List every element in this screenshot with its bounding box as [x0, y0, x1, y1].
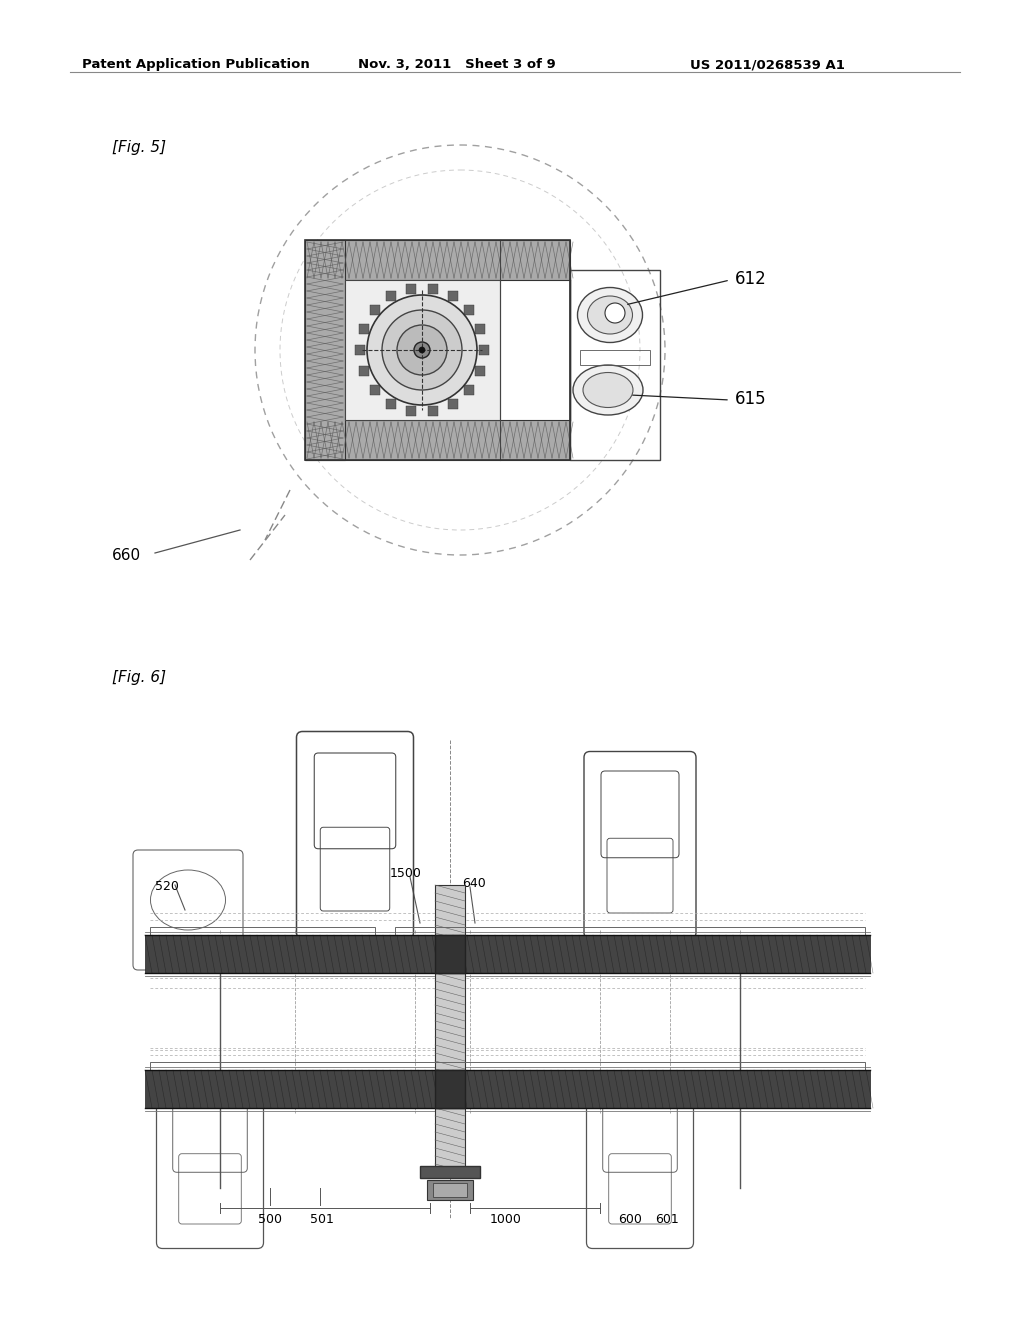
Bar — [428, 407, 438, 416]
Circle shape — [367, 294, 477, 405]
Text: [Fig. 6]: [Fig. 6] — [112, 671, 166, 685]
Bar — [580, 350, 650, 366]
Circle shape — [605, 304, 625, 323]
Bar — [407, 407, 416, 416]
Bar — [305, 240, 570, 280]
Bar — [370, 305, 380, 315]
Text: US 2011/0268539 A1: US 2011/0268539 A1 — [690, 58, 845, 71]
Ellipse shape — [588, 296, 633, 334]
Circle shape — [414, 342, 430, 358]
Bar — [449, 399, 458, 409]
Bar — [355, 345, 365, 355]
Bar — [435, 1107, 465, 1168]
Bar — [427, 1180, 473, 1200]
Text: Nov. 3, 2011   Sheet 3 of 9: Nov. 3, 2011 Sheet 3 of 9 — [358, 58, 556, 71]
Circle shape — [382, 310, 462, 389]
Bar — [475, 323, 485, 334]
Bar — [345, 280, 500, 420]
Bar — [358, 366, 369, 376]
Bar — [395, 927, 865, 935]
Ellipse shape — [583, 372, 633, 408]
Bar — [305, 420, 570, 459]
Bar — [435, 935, 465, 973]
Bar — [570, 271, 660, 459]
Circle shape — [397, 325, 447, 375]
Bar — [420, 1166, 480, 1177]
Bar — [428, 284, 438, 294]
Bar — [150, 927, 375, 935]
Text: 600: 600 — [618, 1213, 642, 1226]
Bar — [407, 284, 416, 294]
Bar — [305, 240, 570, 459]
Text: 500: 500 — [258, 1213, 282, 1226]
Bar — [370, 385, 380, 395]
Bar — [433, 1183, 467, 1197]
Bar — [358, 323, 369, 334]
Bar — [386, 292, 396, 301]
Text: 1000: 1000 — [490, 1213, 522, 1226]
Bar — [435, 1071, 465, 1107]
Text: [Fig. 5]: [Fig. 5] — [112, 140, 166, 154]
Bar — [447, 292, 458, 301]
Ellipse shape — [573, 366, 643, 414]
Bar — [150, 1063, 865, 1071]
Bar — [145, 935, 870, 973]
Bar — [475, 366, 485, 376]
Bar — [145, 1071, 870, 1107]
Bar — [465, 305, 474, 315]
Bar — [305, 240, 345, 459]
Bar — [386, 399, 396, 409]
Text: 520: 520 — [155, 880, 179, 894]
Text: 615: 615 — [735, 389, 767, 408]
Text: 601: 601 — [655, 1213, 679, 1226]
Text: 660: 660 — [112, 548, 141, 564]
Bar — [435, 884, 465, 940]
Text: 501: 501 — [310, 1213, 334, 1226]
Text: 640: 640 — [462, 876, 485, 890]
Text: 612: 612 — [735, 271, 767, 288]
Bar — [479, 345, 489, 355]
Circle shape — [419, 347, 425, 352]
Ellipse shape — [578, 288, 642, 342]
Text: 1500: 1500 — [390, 867, 422, 880]
Text: Patent Application Publication: Patent Application Publication — [82, 58, 309, 71]
Bar — [435, 973, 465, 1071]
Bar — [465, 385, 474, 395]
